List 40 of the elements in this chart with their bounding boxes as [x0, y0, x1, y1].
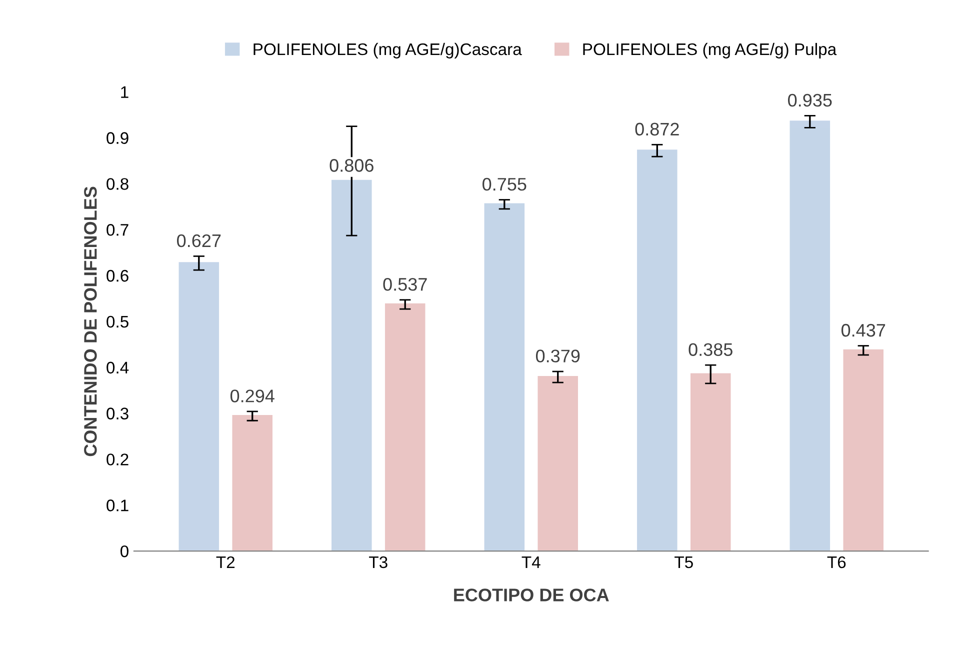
bar — [332, 180, 372, 552]
y-tick-label: 0.2 — [106, 454, 128, 466]
data-label: 0.537 — [383, 278, 427, 291]
y-tick-label: 0.6 — [106, 270, 128, 282]
x-tick-label: T3 — [369, 556, 388, 568]
x-tick-label: T2 — [216, 556, 235, 568]
data-label: 0.294 — [230, 390, 274, 402]
y-tick-label: 0.7 — [106, 224, 128, 236]
data-label: 0.806 — [330, 159, 374, 172]
data-label: 0.385 — [688, 343, 732, 356]
data-label: 0.935 — [788, 94, 832, 107]
bar — [637, 150, 678, 552]
x-tick-label: T4 — [522, 556, 540, 568]
bar — [484, 203, 525, 552]
y-tick-label: 1 — [121, 86, 128, 98]
y-tick-label: 0.1 — [106, 500, 128, 512]
x-axis-title: ECOTIPO DE OCA — [454, 588, 609, 602]
bar — [690, 373, 731, 552]
bar — [178, 262, 220, 552]
bar — [538, 376, 578, 552]
y-tick-label: 0.8 — [106, 178, 128, 190]
legend-label: POLIFENOLES (mg AGE/g) Pulpa — [583, 42, 837, 58]
y-axis-title: CONTENIDO DE POLIFENOLES — [84, 186, 97, 456]
x-tick-label: T5 — [674, 556, 693, 568]
y-tick-label: 0.4 — [106, 362, 129, 374]
y-tick-label: 0 — [120, 545, 128, 558]
x-tick-label: T6 — [827, 556, 846, 568]
y-tick-label: 0.3 — [106, 408, 128, 420]
data-label: 0.755 — [482, 178, 526, 191]
y-tick-label: 0.5 — [106, 316, 128, 328]
bar — [384, 303, 426, 552]
data-label: 0.872 — [635, 122, 679, 136]
data-label: 0.379 — [536, 350, 580, 362]
data-label: 0.437 — [841, 324, 886, 337]
bar — [232, 414, 272, 552]
data-label: 0.627 — [177, 234, 221, 248]
y-tick-label: 0.9 — [106, 132, 128, 144]
bar — [790, 120, 830, 552]
legend-label: POLIFENOLES (mg AGE/g)Cascara — [254, 42, 522, 58]
bar — [843, 349, 884, 552]
